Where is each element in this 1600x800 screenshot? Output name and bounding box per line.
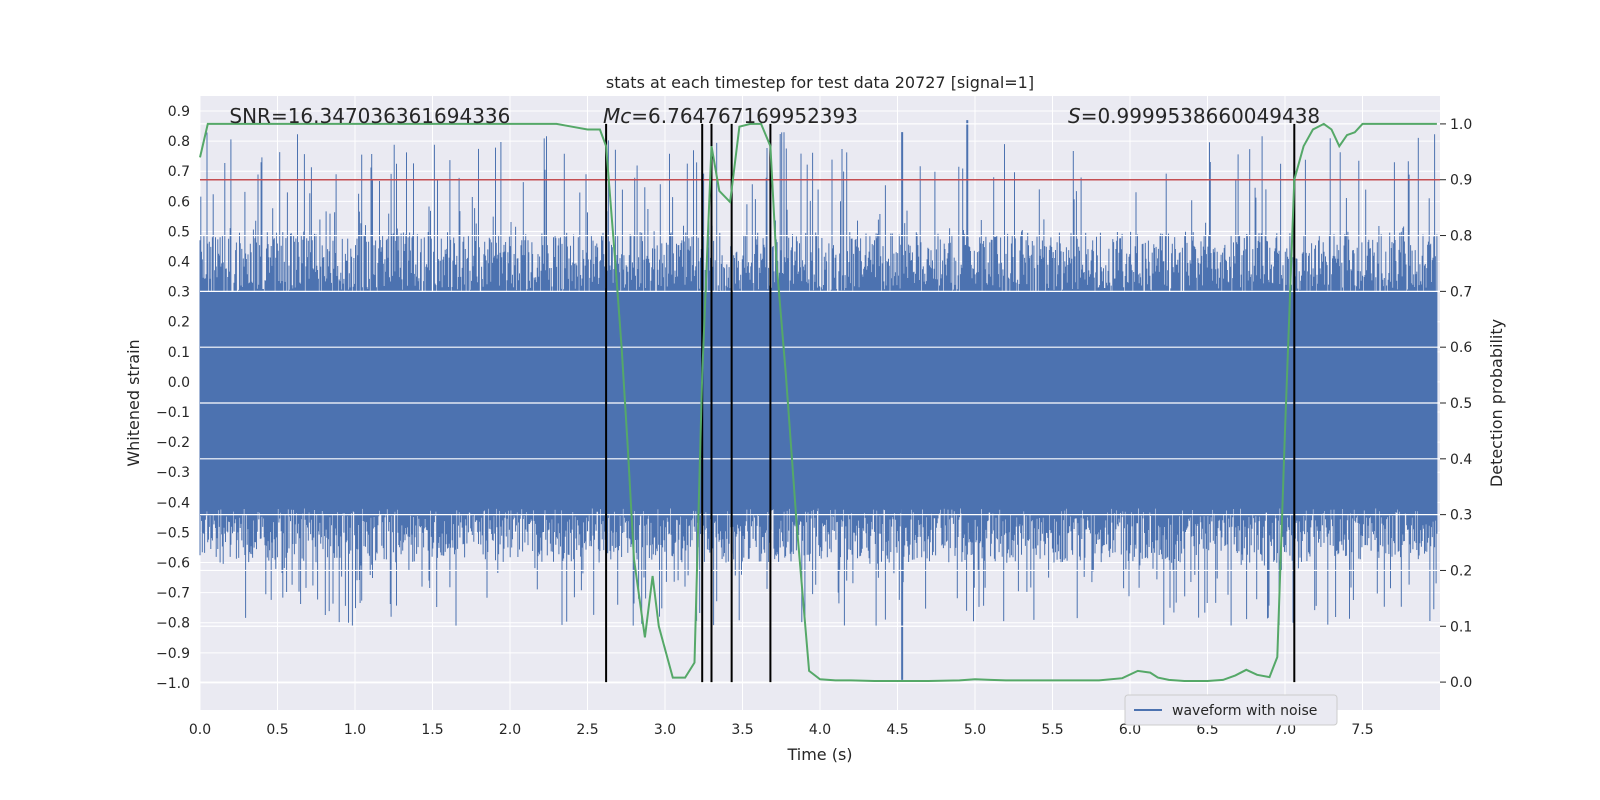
x-tick-label: 1.5 xyxy=(421,722,443,738)
y2-tick-label: 0.5 xyxy=(1450,396,1472,412)
y2-tick-label: 0.2 xyxy=(1450,563,1472,579)
x-tick-label: 1.0 xyxy=(344,722,366,738)
y-tick-label: 0.0 xyxy=(168,375,190,391)
score-annotation: S=0.9999538660049438 xyxy=(1068,104,1320,128)
snr-annotation: SNR=16.347036361694336 xyxy=(229,104,510,128)
x-tick-label: 6.5 xyxy=(1196,722,1218,738)
y-tick-label: −0.5 xyxy=(156,525,190,541)
waveform-series xyxy=(199,120,1438,680)
y-tick-label: 0.6 xyxy=(168,194,190,210)
y-tick-label: −0.3 xyxy=(156,465,190,481)
y-tick-label: −0.9 xyxy=(156,646,190,662)
y-tick-label: −0.7 xyxy=(156,586,190,602)
legend: waveform with noise xyxy=(1124,694,1338,726)
y-axis-ticks: 0.9 0.8 0.7 0.6 0.5 0.4 0.3 0.2 0.1 0.0 −0.1 −0.2 −0… xyxy=(156,104,190,692)
y-tick-label: −0.4 xyxy=(156,495,190,511)
score-value: =0.9999538660049438 xyxy=(1081,104,1320,128)
x-tick-label: 0.0 xyxy=(189,722,211,738)
y2-axis-ticks: 1.0 0.9 0.8 0.7 0.6 0.5 0.4 0.3 0.2 0.1 0.0 xyxy=(1440,117,1472,691)
y2-tick-label: 0.0 xyxy=(1450,675,1472,691)
y-tick-label: −0.6 xyxy=(156,556,190,572)
annotations: SNR=16.347036361694336 Mc=6.764767169952… xyxy=(229,104,1320,128)
detection-probability-line xyxy=(199,122,1437,682)
x-tick-label: 5.0 xyxy=(964,722,986,738)
y-tick-label: 0.5 xyxy=(168,224,190,240)
y-tick-label: −0.2 xyxy=(156,435,190,451)
y-tick-label: 0.9 xyxy=(168,104,190,120)
detection-probability-series xyxy=(199,122,1437,682)
y2-tick-label: 0.6 xyxy=(1450,340,1472,356)
y2-tick-label: 0.1 xyxy=(1450,619,1472,635)
y-tick-label: 0.4 xyxy=(168,255,190,271)
y2-tick-label: 1.0 xyxy=(1450,117,1472,133)
event-lines xyxy=(605,123,1296,683)
y2-tick-label: 0.7 xyxy=(1450,284,1472,300)
y2-tick-label: 0.9 xyxy=(1450,173,1472,189)
y2-tick-label: 0.8 xyxy=(1450,229,1472,245)
y2-tick-label: 0.4 xyxy=(1450,452,1472,468)
x-axis-label: Time (s) xyxy=(786,745,852,764)
chirp-mass-annotation: Mc=6.764767169952393 xyxy=(603,104,858,128)
x-tick-label: 5.5 xyxy=(1041,722,1063,738)
y2-axis-label: Detection probability xyxy=(1487,319,1506,487)
chirp-mass-symbol: Mc xyxy=(603,104,631,128)
legend-label-waveform: waveform with noise xyxy=(1172,703,1317,719)
y-tick-label: 0.2 xyxy=(168,315,190,331)
x-tick-label: 4.0 xyxy=(809,722,831,738)
x-tick-label: 7.5 xyxy=(1351,722,1373,738)
x-tick-label: 7.0 xyxy=(1274,722,1296,738)
grid-overlay xyxy=(200,123,1440,683)
x-axis-ticks: 0.0 0.5 1.0 1.5 2.0 2.5 3.0 3.5 4.0 4.5 5.0 5.5 6.0 6… xyxy=(189,722,1374,738)
x-tick-label: 3.5 xyxy=(731,722,753,738)
score-symbol: S xyxy=(1068,104,1081,128)
y-tick-label: −1.0 xyxy=(156,676,190,692)
waveform-line xyxy=(199,132,1438,627)
y-tick-label: 0.1 xyxy=(168,345,190,361)
x-tick-label: 2.5 xyxy=(576,722,598,738)
y-tick-label: −0.8 xyxy=(156,616,190,632)
x-tick-label: 4.5 xyxy=(886,722,908,738)
legend-box xyxy=(1124,694,1338,726)
x-tick-label: 6.0 xyxy=(1119,722,1141,738)
y-axis-label: Whitened strain xyxy=(124,339,143,466)
y-tick-label: 0.7 xyxy=(168,164,190,180)
x-tick-label: 2.0 xyxy=(499,722,521,738)
y2-tick-label: 0.3 xyxy=(1450,508,1472,524)
chart-title: stats at each timestep for test data 207… xyxy=(606,73,1034,92)
y-tick-label: 0.3 xyxy=(168,285,190,301)
x-tick-label: 3.0 xyxy=(654,722,676,738)
y-tick-label: −0.1 xyxy=(156,405,190,421)
chirp-mass-value: =6.764767169952393 xyxy=(631,104,858,128)
y-tick-label: 0.8 xyxy=(168,134,190,150)
x-tick-label: 0.5 xyxy=(266,722,288,738)
